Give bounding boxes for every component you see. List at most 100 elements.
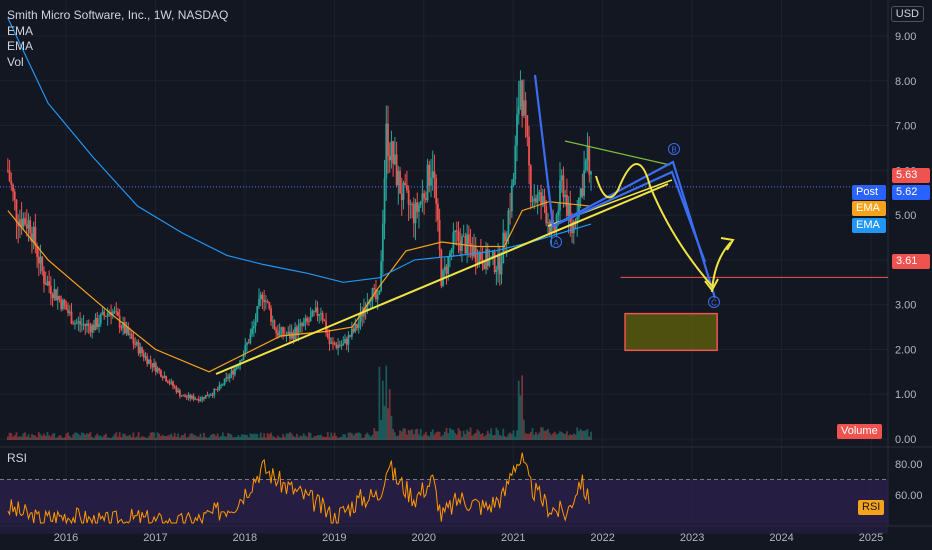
volume-bars [6, 365, 592, 440]
volume-bar [168, 434, 171, 440]
candle-body [318, 314, 321, 316]
volume-bar [426, 435, 429, 440]
candle-body [388, 155, 391, 161]
candle-body [412, 204, 415, 224]
candle-body [182, 395, 185, 397]
candle-body [399, 170, 401, 194]
candle-body [571, 221, 573, 233]
volume-bar [246, 434, 248, 440]
post-label-tag: Post [852, 185, 886, 200]
volume-bar [165, 436, 168, 440]
volume-bar [194, 435, 197, 440]
volume-bar [251, 434, 254, 440]
volume-bar [375, 431, 377, 440]
candle-body [354, 323, 357, 332]
candle-body [98, 323, 100, 327]
candle-body [565, 194, 568, 216]
volume-bar [149, 432, 152, 440]
time-tick-label: 2018 [233, 532, 257, 544]
legend-vol[interactable]: Vol [7, 54, 24, 69]
candle-body [148, 359, 150, 364]
volume-bar [478, 431, 481, 440]
volume-bar [158, 433, 161, 440]
candle-body [342, 343, 345, 346]
volume-bar [187, 436, 190, 440]
candle-body [495, 269, 498, 273]
volume-bar [111, 436, 114, 440]
candle-body [435, 178, 438, 204]
candle-body [185, 397, 188, 398]
volume-bar [521, 375, 524, 440]
candle-body [502, 232, 505, 264]
volume-bar [373, 428, 376, 440]
volume-bar [486, 430, 489, 440]
volume-bar [94, 435, 97, 440]
candle-body [497, 253, 499, 270]
volume-bar [141, 436, 143, 440]
candle-body [127, 327, 130, 335]
volume-bar [132, 432, 135, 440]
volume-bar [77, 433, 80, 440]
volume-bar [557, 433, 560, 440]
volume-bar [289, 432, 291, 440]
volume-bar [492, 435, 494, 440]
candle-body [111, 311, 114, 316]
volume-bar [184, 433, 186, 440]
candle-body [307, 321, 310, 322]
candle-body [438, 219, 441, 250]
volume-bar [313, 436, 315, 440]
volume-bar [538, 432, 541, 440]
time-tick-label: 2020 [412, 532, 436, 544]
volume-bar [526, 433, 529, 440]
volume-bar [31, 434, 33, 440]
candle-body [120, 327, 123, 329]
candle-body [455, 230, 458, 232]
volume-bar [290, 433, 293, 440]
candle-body [454, 230, 456, 233]
candle-body [158, 368, 161, 371]
legend-ema-1[interactable]: EMA [7, 23, 34, 38]
candle-body [493, 252, 496, 273]
volume-bar [552, 433, 555, 440]
currency-button[interactable]: USD [890, 6, 924, 22]
candle-body [381, 223, 384, 262]
legend-ema-2[interactable]: EMA [7, 39, 34, 53]
candle-body [406, 185, 408, 191]
volume-bar [433, 434, 436, 440]
volume-bar [318, 435, 321, 440]
volume-bar [335, 436, 338, 440]
candle-body [199, 399, 202, 401]
volume-bar [435, 432, 438, 440]
volume-bar [252, 433, 255, 440]
volume-bar [98, 435, 100, 440]
volume-bar [495, 427, 498, 440]
volume-bar [440, 436, 443, 440]
candle-body [17, 222, 20, 227]
legend-rsi[interactable]: RSI [7, 451, 28, 465]
candle-body [359, 311, 362, 322]
candle-body [63, 299, 66, 306]
volume-bar [10, 433, 13, 440]
legend-title[interactable]: Smith Micro Software, Inc., 1W, NASDAQ [7, 8, 229, 22]
candle-body [323, 319, 326, 322]
volume-bar [524, 433, 527, 440]
candle-body [244, 344, 247, 354]
volume-bar [347, 432, 350, 440]
candle-body [509, 210, 512, 212]
volume-bar [393, 432, 396, 440]
candle-body [400, 193, 403, 200]
volume-bar [108, 437, 111, 440]
candle-body [345, 338, 348, 345]
candle-body [258, 298, 260, 307]
candle-body [392, 141, 395, 164]
candle-body [567, 204, 570, 216]
candle-body [154, 362, 157, 372]
volume-bar [306, 436, 309, 440]
volume-bar [387, 408, 389, 440]
candle-body [168, 382, 171, 384]
candle-body [522, 100, 525, 116]
volume-bar [481, 433, 484, 440]
candle-body [328, 336, 331, 344]
volume-bar [196, 436, 198, 440]
